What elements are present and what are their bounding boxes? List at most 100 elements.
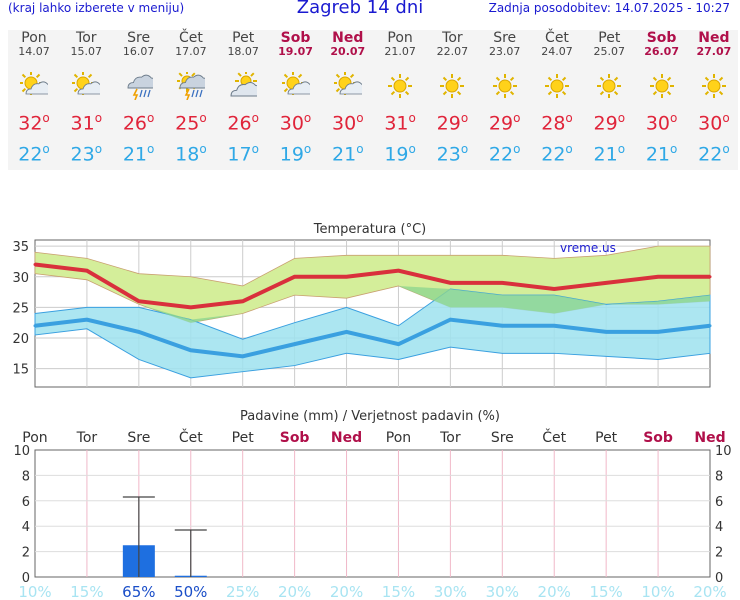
cloud-sun-icon xyxy=(230,72,258,97)
precipitation-chart-title: Padavine (mm) / Verjetnost padavin (%) xyxy=(240,409,500,424)
sun-cloud-icon xyxy=(333,72,362,95)
max-temperature: 31o xyxy=(384,111,416,135)
min-temperature-line-point xyxy=(345,330,349,334)
day-name: Pet xyxy=(232,30,255,46)
min-temperature-line-point xyxy=(241,354,245,358)
precipitation-probability: 50% xyxy=(174,583,207,600)
day-column: Tor 15.07 31o 23o xyxy=(60,30,112,165)
sun-icon xyxy=(492,74,517,98)
day-name: Pon xyxy=(387,30,413,46)
precipitation-probability: 65% xyxy=(122,583,155,600)
max-temperature-line-point xyxy=(241,299,245,303)
min-temperature: 17o xyxy=(227,142,259,166)
day-column: Tor 22.07 29o 23o xyxy=(426,30,478,165)
header-menu-hint[interactable]: (kraj lahko izberete v meniju) xyxy=(8,1,185,15)
x-tick-label: Pet xyxy=(595,430,618,446)
x-tick-label: Ned xyxy=(694,430,725,446)
y-tick-label: 4 xyxy=(22,520,30,535)
sun-icon xyxy=(545,74,569,98)
day-name: Tor xyxy=(76,30,97,46)
day-date: 16.07 xyxy=(122,45,155,58)
precipitation-probability: 20% xyxy=(693,583,726,600)
min-temperature: 23o xyxy=(436,142,469,166)
band-overlap xyxy=(35,273,710,323)
min-temperature-line-point xyxy=(448,318,452,322)
max-temperature-line-point xyxy=(448,281,452,285)
sun-icon xyxy=(597,74,622,98)
sun-icon xyxy=(388,74,413,98)
max-temperature-line-point xyxy=(293,275,297,279)
min-temperature: 21o xyxy=(122,142,155,166)
max-temperature-line-point xyxy=(189,305,193,309)
max-temperature-line-point xyxy=(708,275,712,279)
min-temperature: 22o xyxy=(541,142,573,166)
x-tick-label: Sre xyxy=(127,430,150,446)
max-temperature-line-point xyxy=(656,275,660,279)
day-date: 17.07 xyxy=(175,45,207,58)
sun-icon xyxy=(701,74,726,98)
min-temperature-line-point xyxy=(85,318,89,322)
y-tick-label: 6 xyxy=(22,495,30,510)
min-temperature-line-point xyxy=(552,324,556,328)
precipitation-probability: 15% xyxy=(382,583,415,600)
y-tick-label-right: 10 xyxy=(715,444,732,459)
min-temperature: 19o xyxy=(384,142,416,166)
day-name: Čet xyxy=(178,30,203,46)
precipitation-chart: Padavine (mm) / Verjetnost padavin (%) Po… xyxy=(13,409,732,600)
precipitation-probability: 20% xyxy=(278,583,311,600)
x-tick-label: Tor xyxy=(76,430,98,446)
max-temperature: 29o xyxy=(593,111,626,135)
max-temperature-line xyxy=(34,262,710,310)
day-name: Čet xyxy=(545,30,569,46)
x-tick-label: Pon xyxy=(386,430,411,446)
sun-cloud-icon xyxy=(72,72,101,95)
day-date: 22.07 xyxy=(436,45,469,58)
day-column: Pet 18.07 26o 17o xyxy=(217,30,269,165)
day-date: 19.07 xyxy=(278,45,313,58)
precipitation-probability: 10% xyxy=(641,583,674,600)
min-temperature: 21o xyxy=(645,142,678,166)
day-date: 15.07 xyxy=(70,45,103,58)
x-tick-label: Pet xyxy=(232,430,255,446)
day-name: Sre xyxy=(127,30,151,46)
max-temperature-line-point xyxy=(345,275,349,279)
day-name: Pet xyxy=(598,30,621,46)
temperature-chart: Temperatura (°C) 15 20 25 30 35 vreme.us xyxy=(12,222,712,388)
max-temperature: 25o xyxy=(175,111,207,135)
day-column: Ned 20.07 30o 21o xyxy=(322,30,374,165)
y-tick-label-right: 4 xyxy=(715,520,723,535)
min-temperature-line-point xyxy=(500,324,504,328)
min-temperature-line-point xyxy=(293,342,297,346)
min-temperature-line-point xyxy=(396,342,400,346)
day-name: Sre xyxy=(493,30,517,46)
y-tick-label: 25 xyxy=(12,301,29,316)
max-temperature: 30o xyxy=(645,111,678,135)
thunder-rain-icon xyxy=(127,74,153,100)
day-date: 25.07 xyxy=(593,45,626,58)
min-temperature-line-point xyxy=(604,330,608,334)
y-tick-label: 0 xyxy=(22,571,30,586)
max-temperature: 29o xyxy=(488,111,521,135)
x-tick-label: Pon xyxy=(22,430,47,446)
day-date: 24.07 xyxy=(541,45,573,58)
x-tick-label: Sob xyxy=(280,430,310,446)
day-column: Pet 25.07 29o 21o xyxy=(583,30,635,165)
temperature-chart-title: Temperatura (°C) xyxy=(313,222,426,237)
min-temperature-line-point xyxy=(656,330,660,334)
x-tick-label: Čet xyxy=(542,428,566,446)
max-temperature: 30o xyxy=(332,111,364,135)
y-tick-label-right: 6 xyxy=(715,495,723,510)
last-update: Zadnja posodobitev: 14.07.2025 - 10:27 xyxy=(488,1,730,15)
day-date: 27.07 xyxy=(696,45,732,58)
min-temperature: 23o xyxy=(70,142,103,166)
max-temperature: 29o xyxy=(436,111,469,135)
precipitation-probability: 10% xyxy=(18,583,51,600)
max-temperature: 32o xyxy=(18,111,50,135)
max-temperature-line-point xyxy=(500,281,504,285)
y-tick-label: 8 xyxy=(22,469,30,484)
precipitation-probability: 25% xyxy=(226,583,259,600)
daily-forecast: Pon 14.07 32o 22o Tor 15.07 31o 23o Sre 16.07 26o 2… xyxy=(8,30,738,170)
day-date: 23.07 xyxy=(488,45,521,58)
y-tick-label-right: 0 xyxy=(715,571,723,586)
min-temperature: 19o xyxy=(279,142,312,166)
